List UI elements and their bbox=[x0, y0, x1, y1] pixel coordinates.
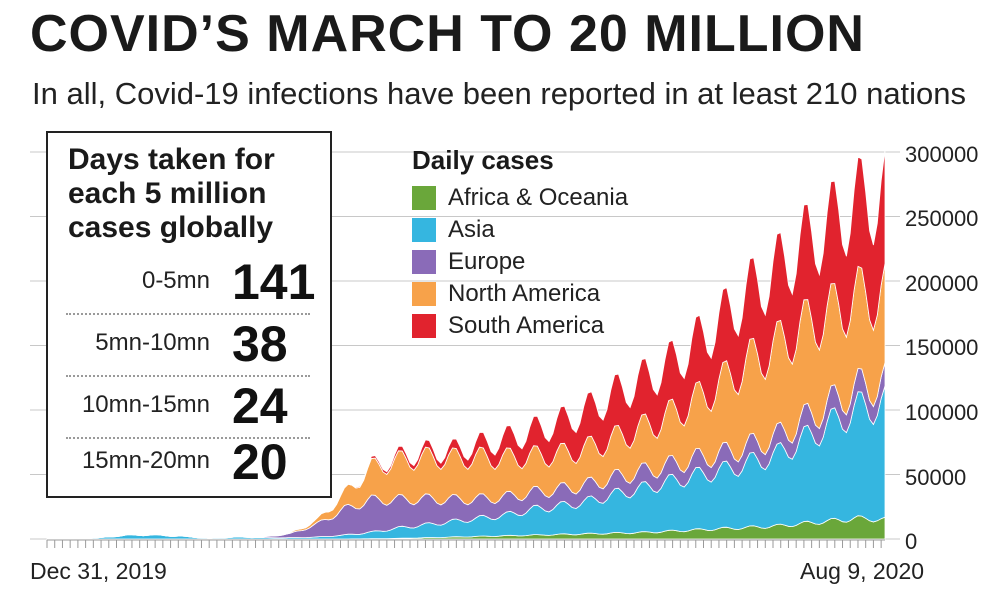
y-tick-label: 150000 bbox=[905, 335, 979, 360]
chart-subtitle: In all, Covid-19 infections have been re… bbox=[32, 76, 967, 111]
legend-swatch bbox=[412, 186, 436, 210]
days-row: 0-5mn 141 bbox=[48, 253, 330, 315]
legend-swatch bbox=[412, 218, 436, 242]
legend-label: Europe bbox=[448, 248, 526, 275]
days-row-range: 10mn-15mn bbox=[81, 391, 210, 418]
legend-item: Europe bbox=[412, 246, 628, 278]
legend-item: Africa & Oceania bbox=[412, 182, 628, 214]
row-divider bbox=[66, 313, 310, 315]
y-tick-label: 250000 bbox=[905, 206, 979, 231]
days-row-range: 15mn-20mn bbox=[81, 447, 210, 474]
days-row-days: 141 bbox=[232, 254, 316, 310]
legend-swatch bbox=[412, 250, 436, 274]
days-row-days: 38 bbox=[232, 316, 288, 372]
y-tick-label: 200000 bbox=[905, 271, 979, 296]
legend-title: Daily cases bbox=[412, 145, 554, 175]
days-row: 10mn-15mn 24 bbox=[48, 377, 330, 439]
area-series bbox=[46, 149, 886, 540]
legend-label: Asia bbox=[448, 216, 495, 243]
legend-label: South America bbox=[448, 312, 605, 339]
area-south_america bbox=[47, 149, 886, 540]
legend-swatch bbox=[412, 314, 436, 338]
legend-item: Asia bbox=[412, 214, 628, 246]
legend-item: South America bbox=[412, 310, 628, 342]
days-row: 5mn-10mn 38 bbox=[48, 315, 330, 377]
y-tick-label: 100000 bbox=[905, 400, 979, 425]
legend-label: Africa & Oceania bbox=[448, 184, 629, 211]
x-end-label: Aug 9, 2020 bbox=[800, 558, 925, 584]
y-tick-label: 0 bbox=[905, 529, 918, 554]
days-per-5-million-box: Days taken for each 5 million cases glob… bbox=[46, 131, 332, 498]
days-row-range: 5mn-10mn bbox=[95, 329, 210, 356]
x-start-label: Dec 31, 2019 bbox=[30, 558, 167, 584]
y-tick-label: 50000 bbox=[905, 465, 967, 490]
legend-item: North America bbox=[412, 278, 628, 310]
legend-label: North America bbox=[448, 280, 601, 307]
row-divider bbox=[66, 375, 310, 377]
days-row: 15mn-20mn 20 bbox=[48, 433, 330, 495]
days-row-days: 20 bbox=[232, 434, 288, 490]
y-tick-label: 300000 bbox=[905, 142, 979, 167]
legend: Daily cases Africa & Oceania Asia Europe… bbox=[412, 145, 628, 342]
days-box-heading: Days taken for each 5 million cases glob… bbox=[68, 143, 275, 244]
days-row-range: 0-5mn bbox=[141, 267, 210, 294]
row-divider bbox=[66, 437, 310, 439]
legend-swatch bbox=[412, 282, 436, 306]
chart-title: COVID’S MARCH TO 20 MILLION bbox=[30, 5, 865, 63]
x-axis bbox=[46, 539, 885, 548]
days-row-days: 24 bbox=[232, 378, 288, 434]
